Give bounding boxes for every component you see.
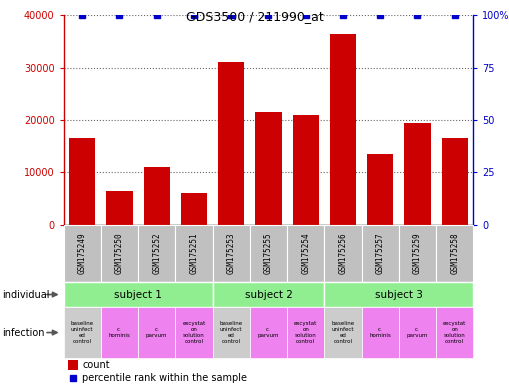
Bar xyxy=(330,34,356,225)
Bar xyxy=(250,307,287,358)
Text: GSM175259: GSM175259 xyxy=(413,233,422,274)
Bar xyxy=(399,307,436,358)
Bar xyxy=(101,307,138,358)
Text: baseline
uninfect
ed
control: baseline uninfect ed control xyxy=(331,321,355,344)
Bar xyxy=(69,138,95,225)
Text: excystat
on
solution
control: excystat on solution control xyxy=(182,321,206,344)
Bar xyxy=(324,307,361,358)
Bar xyxy=(436,225,473,282)
Bar xyxy=(361,225,399,282)
Bar xyxy=(64,307,101,358)
Text: GSM175253: GSM175253 xyxy=(227,233,236,274)
Bar xyxy=(287,307,324,358)
Bar xyxy=(324,282,473,307)
Text: subject 2: subject 2 xyxy=(244,290,293,300)
Bar xyxy=(367,154,393,225)
Text: individual: individual xyxy=(3,290,50,300)
Bar xyxy=(213,225,250,282)
Text: excystat
on
solution
control: excystat on solution control xyxy=(443,321,466,344)
Bar xyxy=(361,307,399,358)
Bar xyxy=(324,225,361,282)
Text: GSM175250: GSM175250 xyxy=(115,233,124,274)
Text: percentile rank within the sample: percentile rank within the sample xyxy=(82,373,247,383)
Text: GSM175256: GSM175256 xyxy=(338,233,348,274)
Text: subject 3: subject 3 xyxy=(375,290,423,300)
Text: count: count xyxy=(82,361,109,371)
Text: baseline
uninfect
ed
control: baseline uninfect ed control xyxy=(220,321,243,344)
Bar xyxy=(293,115,319,225)
Text: infection: infection xyxy=(3,328,45,338)
Text: c.
hominis: c. hominis xyxy=(370,327,391,338)
Bar xyxy=(64,225,101,282)
Text: c.
parvum: c. parvum xyxy=(146,327,167,338)
Bar xyxy=(68,361,78,371)
Bar xyxy=(250,225,287,282)
Text: GSM175251: GSM175251 xyxy=(189,233,199,274)
Text: GSM175254: GSM175254 xyxy=(301,233,310,274)
Text: c.
hominis: c. hominis xyxy=(108,327,130,338)
Bar xyxy=(213,307,250,358)
Bar xyxy=(176,307,213,358)
Bar xyxy=(287,225,324,282)
Bar xyxy=(405,122,431,225)
Bar xyxy=(442,138,468,225)
Text: GSM175257: GSM175257 xyxy=(376,233,385,274)
Text: c.
parvum: c. parvum xyxy=(407,327,428,338)
Bar xyxy=(138,225,176,282)
Bar xyxy=(436,307,473,358)
Bar xyxy=(144,167,170,225)
Bar xyxy=(399,225,436,282)
Bar xyxy=(101,225,138,282)
Bar xyxy=(256,112,281,225)
Text: GSM175255: GSM175255 xyxy=(264,233,273,274)
Bar xyxy=(176,225,213,282)
Bar xyxy=(181,193,207,225)
Text: GSM175249: GSM175249 xyxy=(78,233,87,274)
Bar xyxy=(138,307,176,358)
Bar xyxy=(213,282,324,307)
Text: GSM175252: GSM175252 xyxy=(152,233,161,274)
Bar xyxy=(64,282,213,307)
Text: baseline
uninfect
ed
control: baseline uninfect ed control xyxy=(71,321,94,344)
Text: c.
parvum: c. parvum xyxy=(258,327,279,338)
Text: GSM175258: GSM175258 xyxy=(450,233,459,274)
Bar xyxy=(106,190,132,225)
Bar xyxy=(218,63,244,225)
Text: excystat
on
solution
control: excystat on solution control xyxy=(294,321,318,344)
Text: GDS3500 / 211990_at: GDS3500 / 211990_at xyxy=(186,10,323,23)
Text: subject 1: subject 1 xyxy=(114,290,162,300)
